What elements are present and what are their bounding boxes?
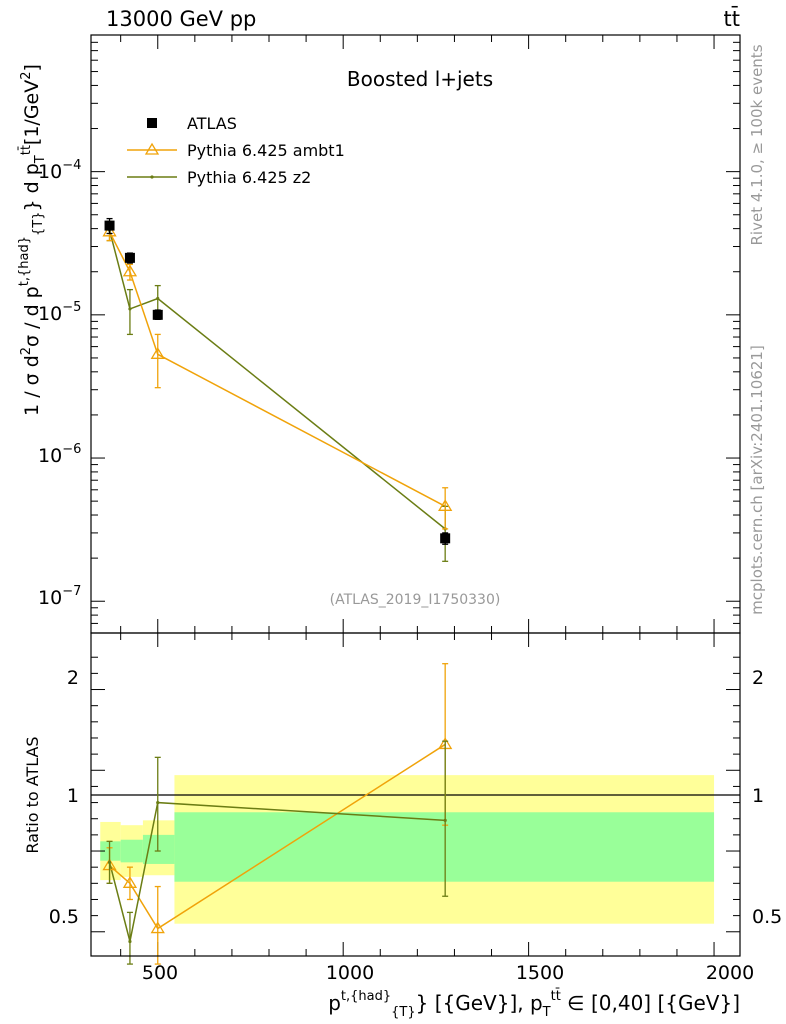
main-point-atlas bbox=[124, 252, 135, 263]
band-green bbox=[120, 839, 143, 863]
main-point-z2 bbox=[128, 307, 132, 311]
ratio-panel: 2 1 0.5 2 1 0.5 500 1000 1500 2000 Ratio… bbox=[23, 632, 782, 1020]
ratio-ytick-right-1: 1 bbox=[752, 785, 764, 807]
legend: ATLAS Pythia 6.425 ambt1 Pythia 6.425 z2 bbox=[127, 114, 345, 187]
header-right: tt̄ bbox=[724, 6, 740, 31]
main-axis-ticks bbox=[91, 35, 740, 634]
ratio-ytick-left-2: 2 bbox=[67, 667, 79, 689]
xtick-label-2000: 2000 bbox=[706, 962, 754, 984]
ratio-ylabel: Ratio to ATLAS bbox=[23, 736, 42, 853]
ratio-series-marks bbox=[102, 663, 453, 965]
xtick-label-500: 500 bbox=[142, 962, 178, 984]
main-point-atlas bbox=[440, 533, 451, 544]
ratio-axis-ticks bbox=[91, 633, 740, 956]
ratio-uncertainty-bands bbox=[100, 775, 715, 924]
legend-label-ambt1: Pythia 6.425 ambt1 bbox=[187, 141, 345, 160]
ratio-line-z2 bbox=[108, 801, 446, 942]
ratio-xlabel: pt,{had}{T}} [{GeV}], pTtt̄ ∈ [0,40] [{G… bbox=[328, 989, 740, 1020]
ratio-series-lines bbox=[108, 743, 446, 942]
ratio-point-z2 bbox=[443, 818, 447, 822]
main-point-ambt1 bbox=[122, 264, 138, 277]
header-left: 13000 GeV pp bbox=[106, 7, 256, 31]
ratio-point-z2 bbox=[107, 860, 112, 864]
main-series-marks bbox=[102, 217, 453, 562]
ratio-line-ambt1 bbox=[109, 743, 446, 930]
main-point-z2 bbox=[156, 296, 160, 301]
ratio-point-z2 bbox=[156, 800, 160, 805]
main-series-lines bbox=[108, 230, 446, 530]
ratio-point-z2 bbox=[128, 939, 132, 944]
main-line-ambt1 bbox=[108, 231, 446, 507]
legend-marker-z2 bbox=[150, 175, 154, 179]
mcplots-label: mcplots.cern.ch [arXiv:2401.10621] bbox=[748, 345, 766, 615]
main-ylabel: 1 / σ d2σ / d pt,{had}{T}} d pTtt̄[1/GeV… bbox=[17, 64, 48, 416]
main-point-ambt1 bbox=[150, 347, 165, 359]
ratio-ytick-right-2: 2 bbox=[752, 667, 764, 689]
main-title: Boosted l+jets bbox=[347, 67, 493, 91]
legend-label-z2: Pythia 6.425 z2 bbox=[187, 168, 311, 187]
ratio-point-ambt1 bbox=[122, 876, 138, 888]
ratio-ytick-left-1: 1 bbox=[67, 785, 79, 807]
legend-label-atlas: ATLAS bbox=[187, 114, 237, 133]
main-point-atlas bbox=[104, 220, 115, 231]
band-green bbox=[174, 812, 715, 882]
legend-marker-atlas bbox=[147, 118, 157, 128]
ytick-label-1e-7: 10−7 bbox=[38, 584, 81, 609]
xtick-label-1000: 1000 bbox=[326, 962, 374, 984]
ytick-label-1e-5: 10−5 bbox=[38, 300, 81, 325]
ratio-point-ambt1 bbox=[150, 921, 165, 934]
main-line-z2 bbox=[108, 230, 446, 530]
main-point-ambt1 bbox=[102, 224, 117, 237]
ratio-frame bbox=[90, 632, 741, 957]
ratio-ytick-left-0.5: 0.5 bbox=[49, 906, 79, 928]
rivet-label: Rivet 4.1.0, ≥ 100k events bbox=[748, 44, 766, 245]
main-point-ambt1 bbox=[438, 499, 453, 511]
xtick-label-1500: 1500 bbox=[516, 962, 564, 984]
ratio-ytick-right-0.5: 0.5 bbox=[752, 906, 782, 928]
main-point-atlas bbox=[152, 309, 163, 320]
analysis-watermark: (ATLAS_2019_I1750330) bbox=[330, 592, 501, 608]
legend-marker-ambt1 bbox=[144, 142, 160, 155]
main-panel: 10−7 10−6 10−5 10−4 Boosted l+jets (ATLA… bbox=[17, 34, 741, 634]
band-green bbox=[100, 841, 121, 861]
ytick-label-1e-6: 10−6 bbox=[38, 442, 81, 467]
